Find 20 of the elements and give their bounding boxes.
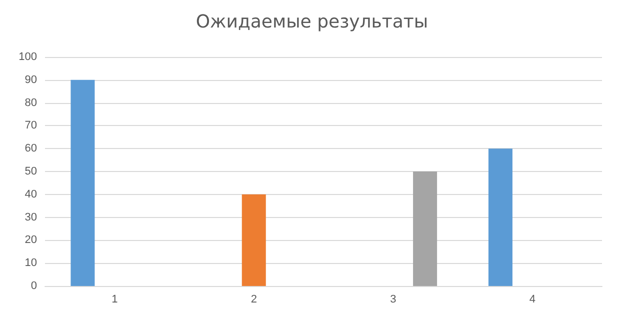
x-tick-label: 1 [112,294,118,306]
bar [242,194,266,286]
chart-title: Ожидаемые результаты [196,12,428,32]
bar [413,172,438,286]
x-tick-label: 3 [390,294,396,306]
x-tick-label: 2 [250,294,257,306]
y-tick-label: 30 [24,211,37,224]
x-tick-label: 4 [529,294,536,306]
y-tick-label: 90 [24,74,37,86]
bar [488,148,512,286]
y-tick-label: 100 [18,51,37,63]
y-tick-label: 80 [24,96,37,109]
y-tick-label: 40 [24,188,37,200]
y-tick-label: 50 [24,166,37,178]
y-tick-label: 10 [24,257,37,270]
y-tick-label: 20 [24,234,37,246]
y-tick-label: 60 [24,142,37,155]
y-tick-label: 0 [30,280,37,292]
y-tick-label: 70 [24,120,37,132]
bar [70,80,95,286]
